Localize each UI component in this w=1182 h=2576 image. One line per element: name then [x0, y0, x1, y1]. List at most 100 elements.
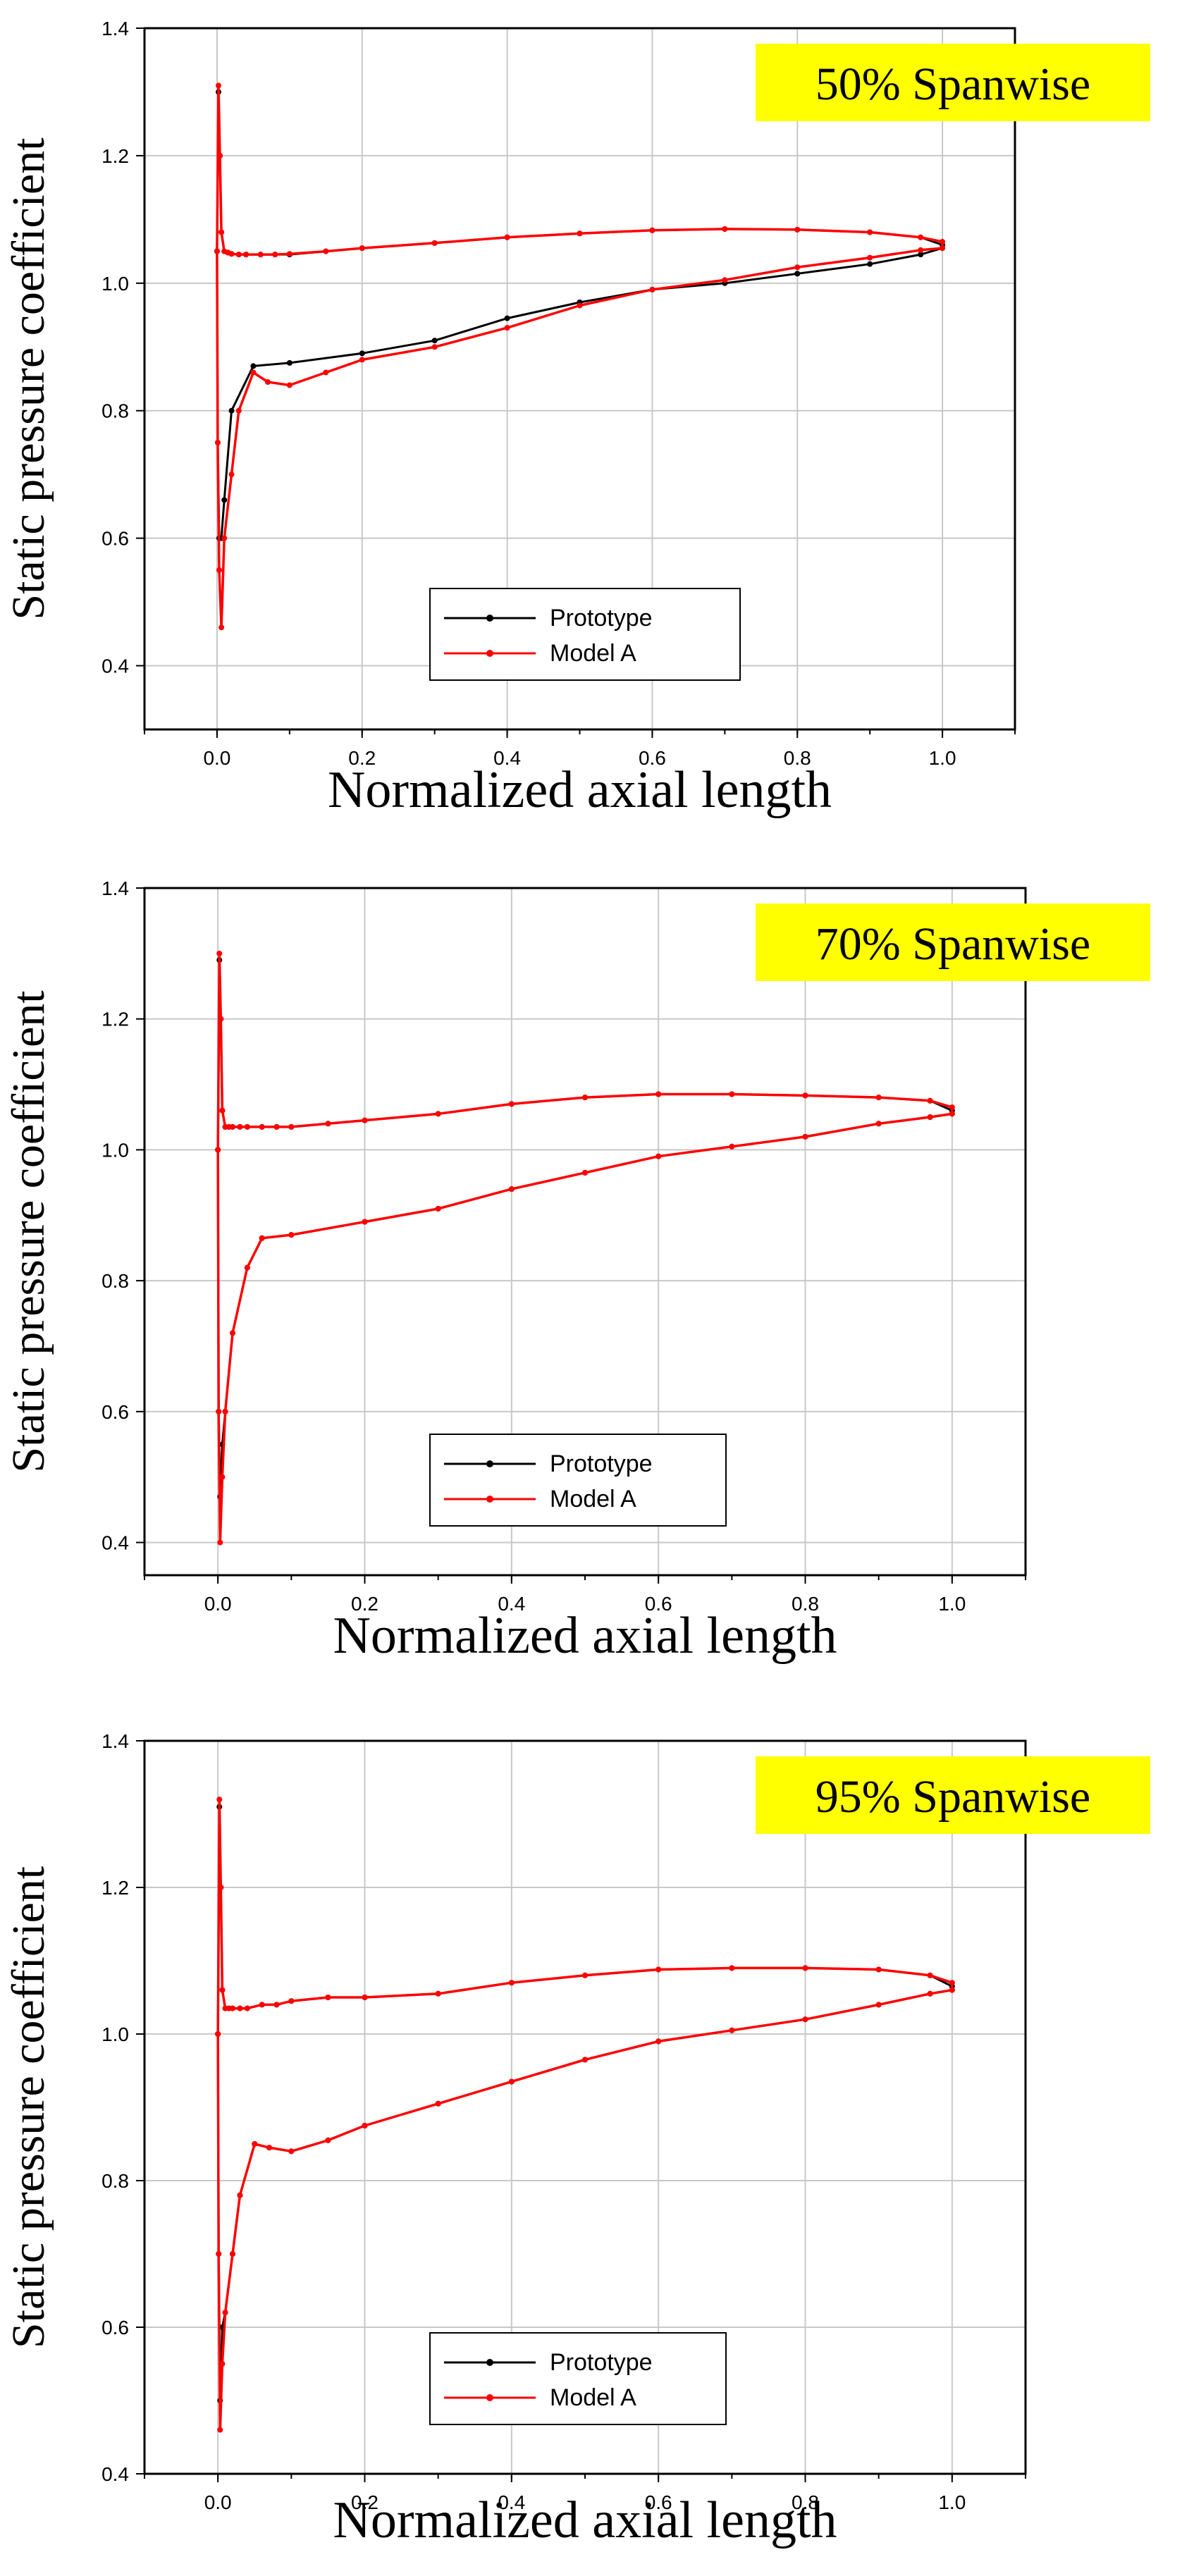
data-point-model-a [228, 472, 235, 478]
data-point-model-a [729, 1091, 735, 1097]
data-point-model-a [216, 1408, 222, 1415]
data-point-model-a [729, 1965, 735, 1971]
legend-box [429, 2332, 727, 2425]
data-point-prototype [431, 338, 438, 344]
data-point-model-a [802, 1133, 808, 1140]
x-tick-label: 0.0 [203, 747, 230, 769]
data-point-model-a [217, 1539, 223, 1546]
data-point-model-a [794, 264, 801, 271]
span-badge-label: 70% Spanwise [815, 918, 1090, 970]
legend-label-model-a: Model A [550, 2384, 636, 2411]
data-point-model-a [218, 1885, 224, 1890]
data-point-model-a [508, 2078, 515, 2085]
data-point-prototype [504, 315, 510, 321]
data-point-model-a [794, 226, 801, 233]
data-point-model-a [288, 1998, 295, 2004]
data-point-model-a [577, 230, 583, 237]
y-axis-title: Static pressure coefficient [3, 137, 54, 620]
x-tick-label: 0.6 [645, 1593, 672, 1615]
plot-frame [143, 1739, 1027, 2475]
x-axis-title: Normalized axial length [333, 1607, 837, 1665]
chart-panel-2: 0.0 0.2 0.4 0.6 0.8 1.0 0.4 0.6 0.8 1.0 1.2 1.4 70% … [3, 877, 1150, 1665]
data-point-model-a [582, 2057, 588, 2063]
data-point-model-a [435, 2100, 441, 2107]
y-tick-label: 0.4 [101, 1532, 129, 1554]
x-tick-label: 0.0 [204, 2491, 232, 2513]
data-point-model-a [940, 245, 946, 252]
x-axis-title: Normalized axial length [328, 761, 832, 819]
x-tick-label: 0.0 [204, 1593, 232, 1615]
data-point-model-a [237, 2192, 243, 2198]
data-point-model-a [259, 1235, 265, 1241]
data-point-model-a [362, 1995, 368, 2000]
data-point-model-a [949, 1111, 955, 1117]
y-axis-title: Static pressure coefficient [3, 1866, 54, 2348]
data-point-model-a [918, 247, 924, 253]
data-point-model-a [927, 1990, 933, 1997]
data-point-model-a [221, 535, 228, 541]
data-point-model-a [867, 229, 873, 235]
data-point-model-a [244, 1123, 250, 1130]
data-point-model-a [257, 252, 264, 258]
data-point-model-a [435, 1990, 441, 1997]
y-tick-label: 1.0 [101, 273, 129, 295]
y-tick-label: 0.8 [101, 2170, 129, 2192]
y-tick-label: 1.4 [101, 877, 129, 899]
data-point-model-a [288, 2148, 295, 2155]
data-point-model-a [435, 1111, 441, 1117]
plot-frame [143, 887, 1027, 1577]
span-badge-label: 95% Spanwise [815, 1771, 1090, 1823]
data-point-model-a [802, 2016, 808, 2023]
span-badge-bg [756, 1756, 1150, 1834]
data-point-model-a [219, 1474, 226, 1480]
data-point-model-a [949, 1987, 955, 1993]
data-point-model-a [927, 1114, 933, 1120]
data-point-model-a [927, 1097, 933, 1104]
y-tick-label: 0.4 [101, 655, 129, 677]
data-point-prototype [918, 252, 924, 258]
data-point-model-a [655, 2038, 662, 2045]
data-point-model-a [867, 254, 873, 261]
legend-label-model-a: Model A [550, 1486, 636, 1512]
y-tick-label: 1.0 [101, 1139, 129, 1161]
data-point-model-a [431, 240, 438, 246]
data-point-model-a [215, 1147, 221, 1153]
data-point-prototype [794, 271, 801, 277]
data-point-model-a [582, 1169, 588, 1176]
x-tick-label: 0.6 [645, 2491, 672, 2513]
data-point-model-a [802, 1965, 808, 1971]
y-tick-label: 0.4 [101, 2463, 129, 2485]
data-point-model-a [217, 2427, 223, 2433]
data-point-model-a [214, 248, 220, 254]
data-point-model-a [722, 226, 728, 232]
span-badge-label: 50% Spanwise [815, 58, 1090, 110]
y-tick-label: 0.6 [101, 2317, 129, 2338]
x-tick-label: 1.0 [938, 2491, 966, 2513]
span-badge-bg [756, 904, 1150, 981]
data-point-model-a [288, 1232, 295, 1238]
data-point-model-a [259, 1123, 265, 1130]
data-point-model-a [504, 325, 510, 331]
x-tick-label: 0.8 [792, 1593, 819, 1615]
data-point-model-a [508, 1101, 515, 1107]
data-point-model-a [435, 1206, 441, 1212]
data-point-model-a [582, 1095, 588, 1101]
data-point-model-a [918, 234, 924, 240]
data-point-model-a [286, 382, 293, 388]
data-point-model-a [219, 1107, 226, 1114]
y-tick-label: 1.4 [101, 1730, 129, 1752]
data-point-model-a [250, 369, 257, 376]
legend-marker [486, 650, 493, 657]
data-point-model-a [244, 2005, 250, 2011]
y-tick-label: 0.6 [101, 528, 129, 550]
data-point-model-a [244, 1264, 250, 1271]
legend-marker [486, 2394, 493, 2401]
chart-panel-3: 0.0 0.2 0.4 0.6 0.8 1.0 0.4 0.6 0.8 1.0 1.2 1.4 95% … [3, 1730, 1150, 2549]
x-tick-label: 0.6 [639, 747, 666, 769]
data-point-model-a [655, 1091, 662, 1097]
y-tick-label: 1.2 [101, 145, 129, 167]
data-point-prototype [228, 407, 235, 414]
data-point-model-a [222, 2310, 228, 2316]
plot-frame [143, 27, 1016, 731]
x-tick-label: 0.2 [348, 747, 376, 769]
